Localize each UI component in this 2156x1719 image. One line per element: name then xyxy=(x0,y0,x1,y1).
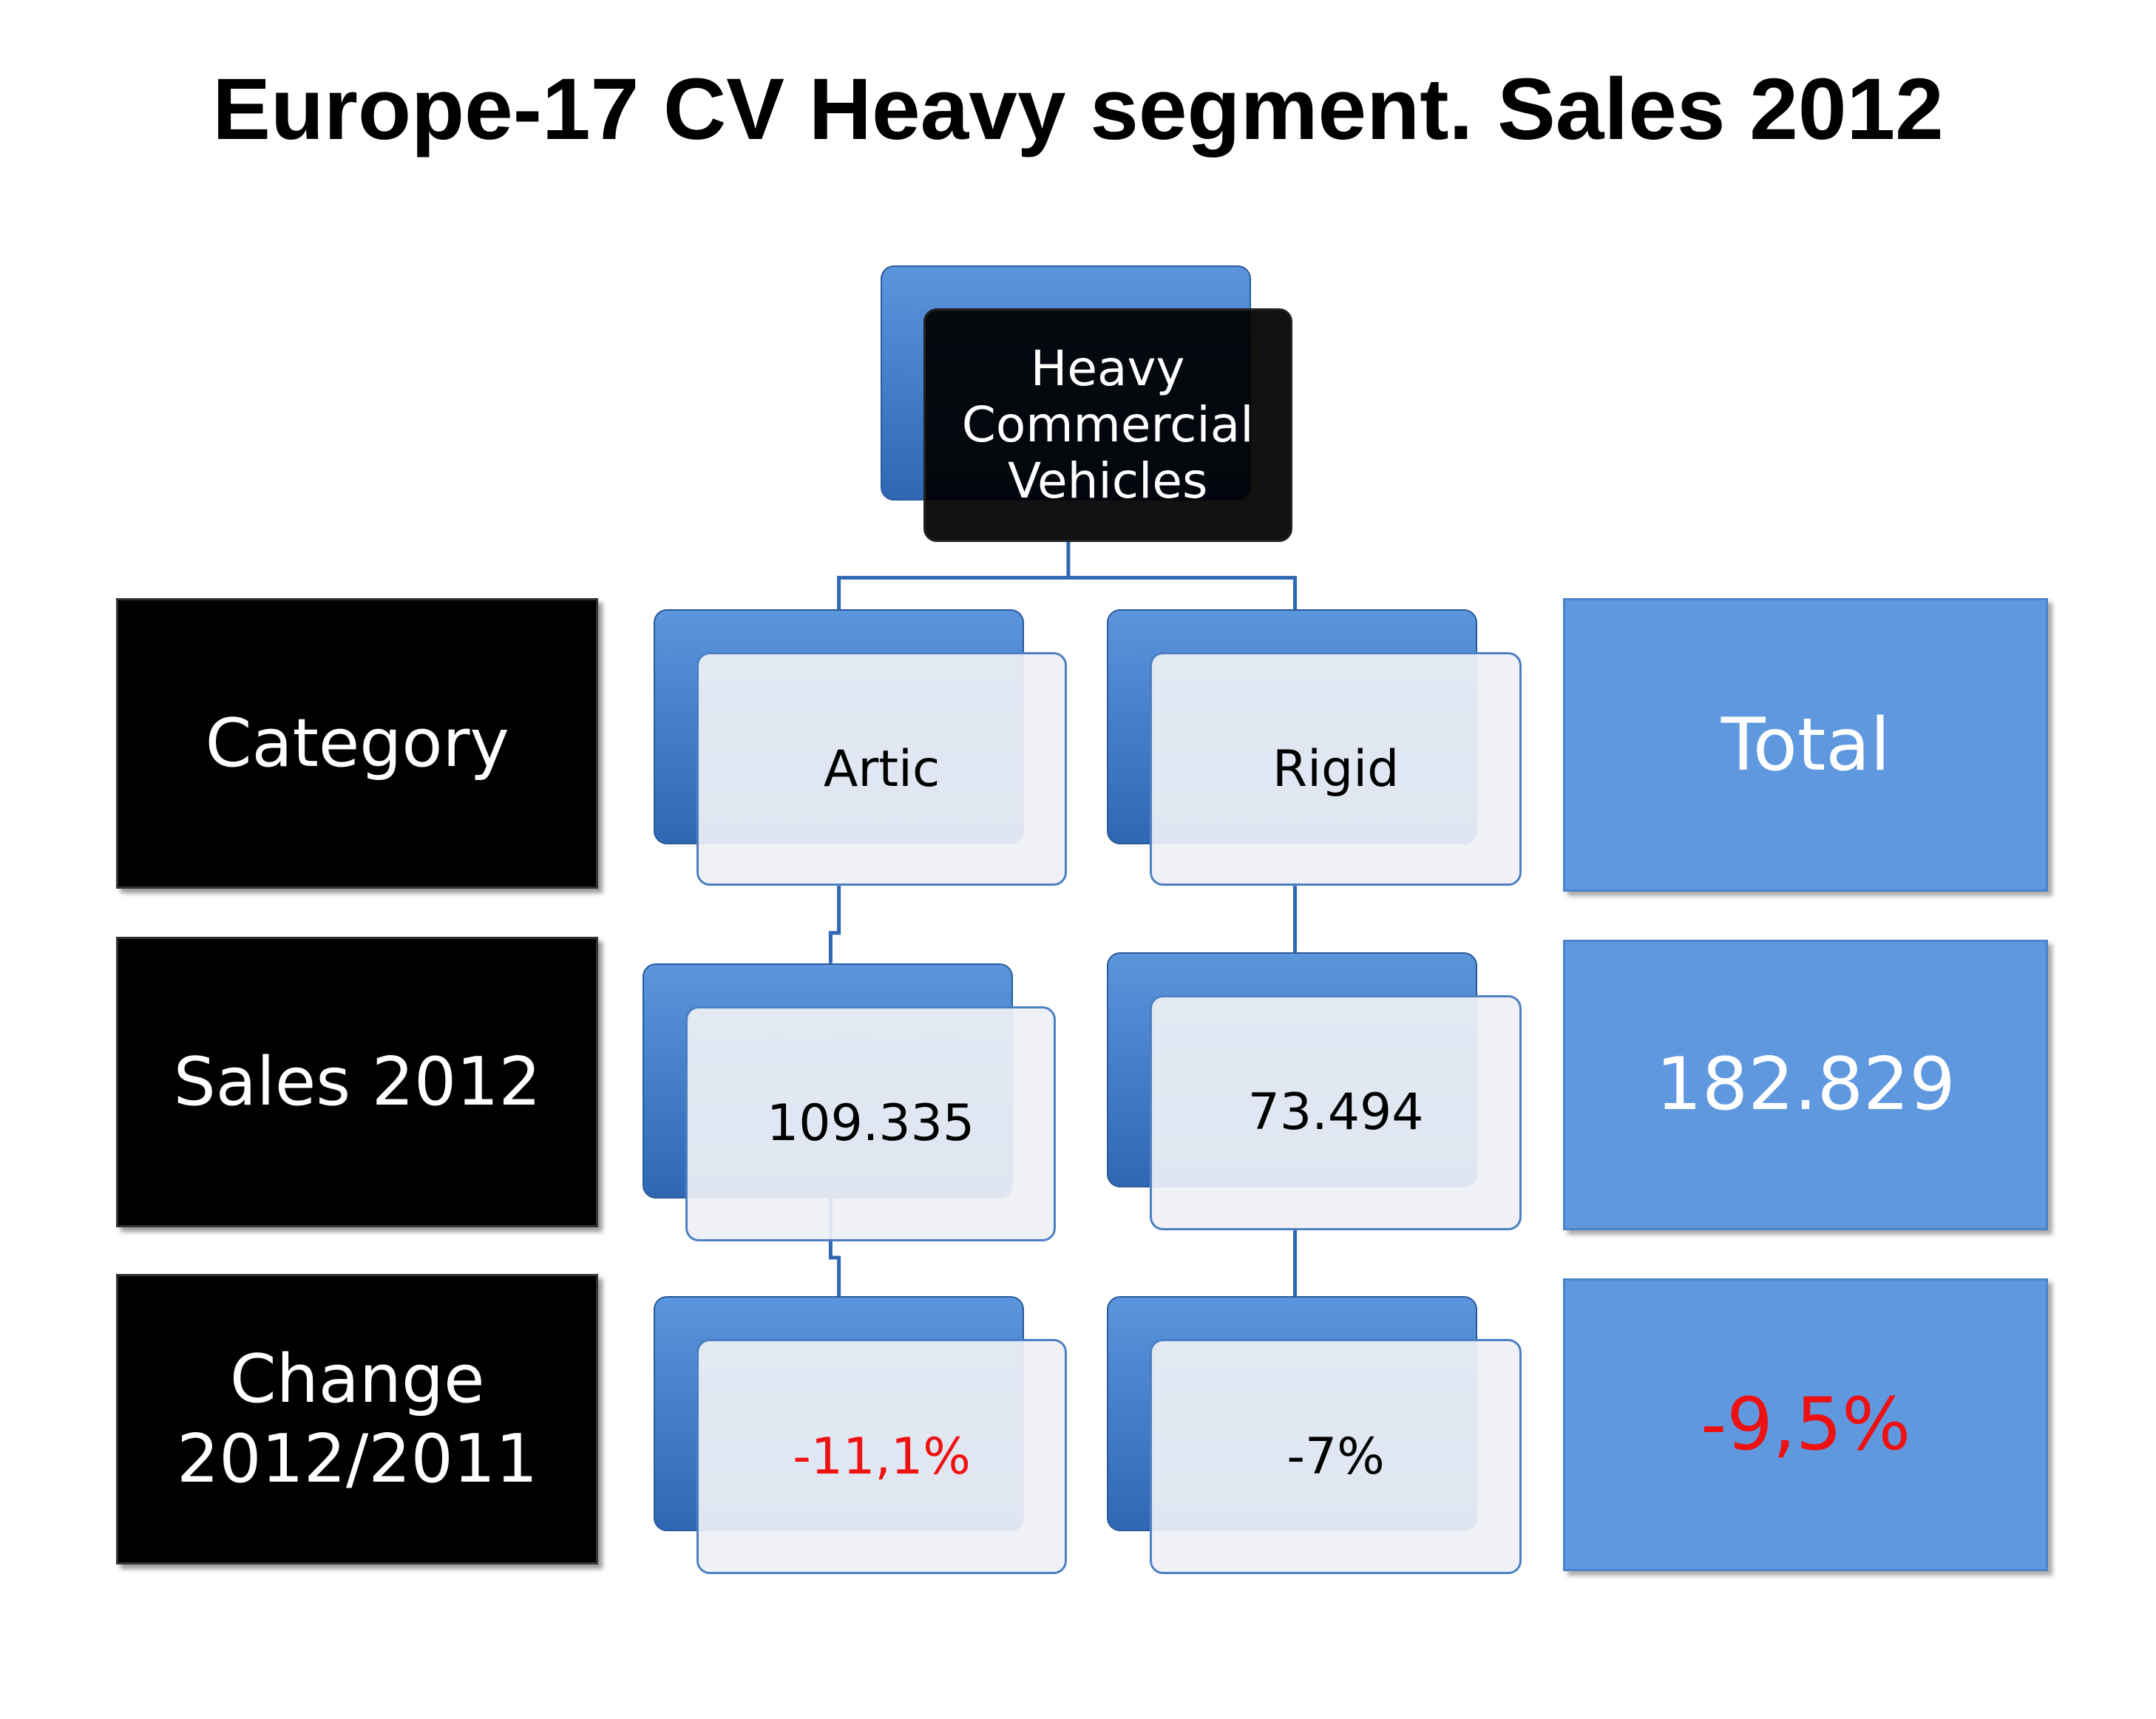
node: 73.494 xyxy=(1150,994,1522,1230)
row-label: Sales 2012 xyxy=(116,937,599,1227)
node: Rigid xyxy=(1150,652,1522,886)
node: 109.335 xyxy=(685,1006,1057,1241)
connector xyxy=(837,575,1297,610)
node: -7% xyxy=(1150,1339,1522,1575)
connector xyxy=(828,886,841,963)
total-cell: -9,5% xyxy=(1563,1278,2049,1572)
node: Artic xyxy=(696,652,1068,886)
total-cell: Total xyxy=(1563,598,2049,892)
total-cell: 182.829 xyxy=(1563,940,2049,1230)
row-label: Category xyxy=(116,598,599,889)
row-label: Change 2012/2011 xyxy=(116,1274,599,1564)
title: Europe-17 CV Heavy segment. Sales 2012 xyxy=(212,61,1944,158)
node: -11,1% xyxy=(696,1339,1068,1575)
root-node: Heavy Commercial Vehicles xyxy=(923,308,1292,542)
